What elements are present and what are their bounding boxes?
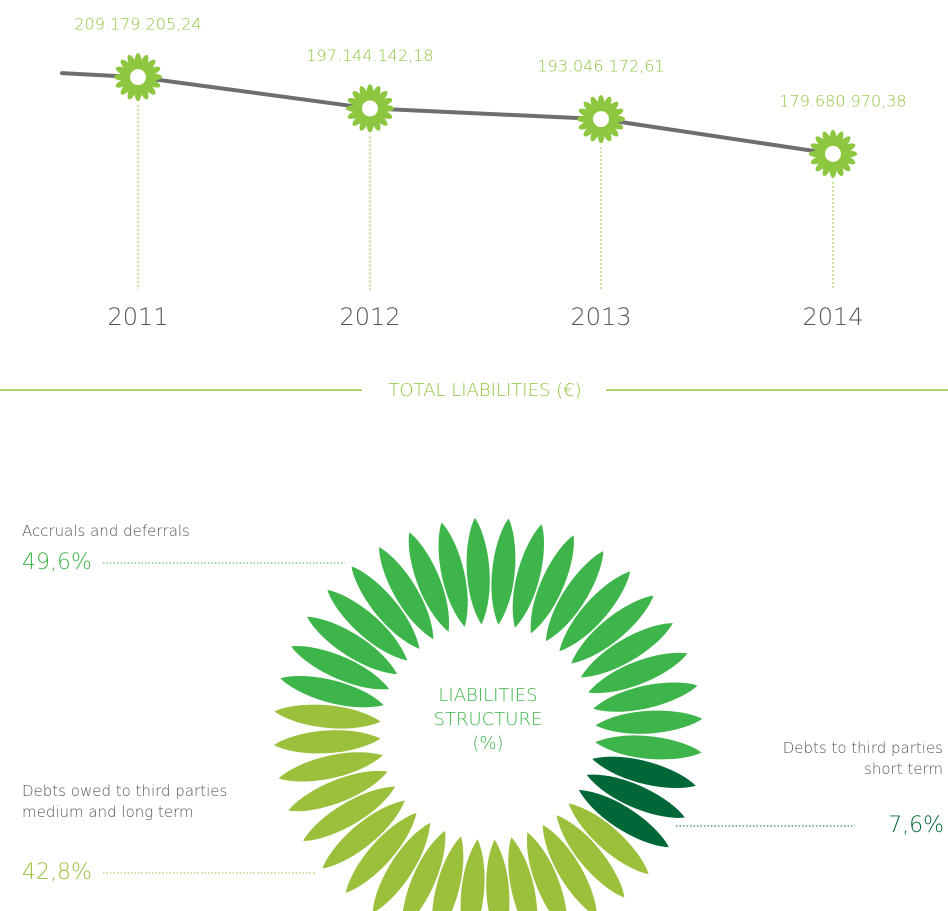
value-label: 209.179.205,24	[74, 15, 201, 34]
flower-center	[130, 69, 146, 86]
x-tick-label: 2012	[339, 303, 400, 331]
petal	[143, 78, 161, 88]
x-tick-label: 2014	[802, 303, 863, 331]
petal	[115, 78, 133, 88]
x-tick-label: 2013	[570, 303, 631, 331]
branch-line	[136, 75, 835, 156]
petal	[115, 66, 133, 77]
pie-segment	[576, 755, 699, 849]
petal	[143, 66, 161, 77]
petal	[590, 96, 600, 114]
petal	[359, 113, 369, 131]
petal	[810, 154, 828, 165]
petal	[604, 122, 619, 137]
petal	[583, 122, 598, 137]
petal	[810, 143, 828, 153]
petal	[120, 80, 135, 95]
flower-marker	[809, 129, 857, 178]
petal	[141, 80, 156, 95]
petal	[375, 109, 393, 119]
flower-marker	[346, 84, 394, 133]
petal	[139, 54, 149, 72]
petal	[127, 54, 137, 72]
flower-marker	[577, 95, 625, 144]
petal	[141, 59, 156, 74]
segment-label: Debts to third parties short term	[782, 739, 943, 778]
chart-title: (%)	[472, 733, 503, 754]
chart-title: TOTAL LIABILITIES (€)	[388, 380, 581, 401]
petal	[352, 90, 367, 105]
petal	[838, 154, 856, 165]
petal	[347, 109, 365, 119]
petal	[815, 157, 830, 172]
petal	[834, 159, 844, 177]
segment-label: Accruals and deferrals	[22, 522, 190, 540]
petal	[371, 113, 381, 131]
segment-value: 42,8%	[22, 860, 92, 885]
petal	[836, 136, 851, 151]
petal	[590, 124, 600, 142]
petal	[602, 124, 612, 142]
petal	[352, 112, 367, 126]
petal	[347, 97, 365, 108]
flower-marker	[114, 53, 162, 102]
petal	[371, 86, 381, 103]
petal	[606, 120, 624, 130]
flower-center	[825, 145, 841, 162]
petal	[373, 112, 388, 126]
petal	[375, 97, 393, 108]
petal	[836, 157, 851, 172]
petal	[822, 159, 832, 177]
chart-title: STRUCTURE	[434, 709, 543, 730]
petal	[604, 101, 619, 116]
petal	[834, 131, 844, 149]
petal	[373, 90, 388, 105]
petal	[359, 86, 369, 103]
value-label: 179.680.970,38	[779, 91, 906, 110]
petal	[583, 101, 598, 116]
chart-title: LIABILITIES	[438, 685, 537, 706]
segment-value: 49,6%	[22, 550, 92, 575]
value-label: 197.144.142,18	[306, 46, 433, 65]
petal	[127, 82, 137, 100]
segment-value: 7,6%	[888, 813, 944, 838]
petal	[815, 136, 830, 151]
petal	[120, 59, 135, 74]
x-tick-label: 2011	[107, 303, 168, 331]
petal	[139, 82, 149, 100]
flower-center	[362, 100, 378, 117]
flower-center	[593, 111, 609, 128]
petal	[822, 131, 832, 149]
petal	[578, 120, 596, 130]
petal	[271, 703, 385, 731]
petal	[838, 143, 856, 153]
pie-segment	[271, 703, 651, 911]
pie-hole	[380, 624, 596, 840]
segment-label: Debts owed to third parties medium and l…	[22, 782, 228, 821]
petal	[606, 108, 624, 119]
petal	[602, 96, 612, 114]
petal	[578, 108, 596, 119]
value-label: 193.046.172,61	[537, 57, 664, 76]
